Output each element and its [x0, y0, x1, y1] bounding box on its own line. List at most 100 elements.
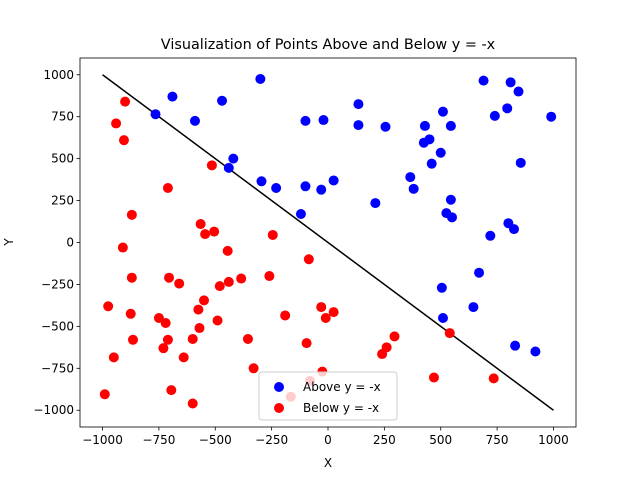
point-below — [120, 96, 131, 107]
point-above — [316, 184, 327, 195]
point-above — [189, 115, 200, 126]
y-tick-label: −500 — [41, 319, 74, 333]
legend-label-above: Above y = -x — [303, 380, 381, 394]
point-below — [242, 333, 253, 344]
point-below — [488, 373, 499, 384]
point-above — [271, 182, 282, 193]
x-axis-label: X — [324, 456, 332, 470]
legend-marker-above — [274, 382, 284, 392]
legend-marker-below — [274, 403, 284, 413]
point-below — [111, 118, 122, 129]
y-axis: −1000 −750 −500 −250 0 250 500 750 1000 — [33, 68, 80, 417]
x-tick-label: −250 — [255, 433, 288, 447]
point-above — [502, 103, 513, 114]
point-above — [217, 95, 228, 106]
point-above — [300, 115, 311, 126]
point-below — [316, 302, 327, 313]
y-tick-label: −750 — [41, 361, 74, 375]
point-above — [437, 106, 448, 117]
point-below — [187, 398, 198, 409]
point-below — [99, 389, 110, 400]
legend-label-below: Below y = -x — [303, 401, 379, 415]
point-below — [301, 338, 312, 349]
point-below — [222, 245, 233, 256]
point-above — [380, 121, 391, 132]
point-above — [510, 340, 521, 351]
reference-line — [102, 74, 554, 411]
point-below — [187, 333, 198, 344]
point-above — [328, 175, 339, 186]
point-below — [126, 209, 137, 220]
point-above — [167, 91, 178, 102]
point-below — [160, 318, 171, 329]
point-above — [509, 224, 519, 235]
y-axis-label: Y — [2, 238, 16, 247]
point-below — [280, 310, 291, 321]
point-below — [118, 135, 129, 146]
point-below — [248, 363, 259, 374]
point-above — [515, 157, 526, 168]
point-below — [193, 304, 204, 315]
x-tick-label: 250 — [373, 433, 396, 447]
point-below — [162, 182, 173, 193]
point-below — [212, 315, 223, 326]
point-below — [209, 226, 220, 237]
point-below — [303, 254, 314, 265]
point-above — [370, 198, 381, 209]
point-below — [127, 334, 138, 345]
point-below — [103, 301, 114, 312]
y-tick-label: 500 — [51, 152, 74, 166]
y-tick-label: 750 — [51, 110, 74, 124]
x-axis: −1000 −750 −500 −250 0 250 500 750 1000 — [82, 427, 569, 447]
point-below — [320, 312, 331, 323]
point-above — [546, 111, 557, 122]
point-above — [223, 162, 234, 173]
chart-title: Visualization of Points Above and Below … — [161, 37, 496, 53]
point-above — [419, 120, 430, 131]
x-tick-label: −500 — [199, 433, 232, 447]
x-tick-label: −750 — [142, 433, 175, 447]
point-below — [264, 271, 275, 282]
point-below — [117, 242, 128, 253]
x-tick-label: 750 — [486, 433, 509, 447]
point-above — [255, 73, 266, 84]
point-below — [236, 273, 247, 284]
y-tick-label: 0 — [66, 236, 74, 250]
y-tick-label: 1000 — [43, 68, 74, 82]
point-below — [178, 352, 189, 363]
point-below — [108, 352, 119, 363]
point-below — [444, 328, 455, 339]
x-tick-label: 0 — [324, 433, 332, 447]
x-tick-label: −1000 — [82, 433, 123, 447]
point-below — [428, 372, 439, 383]
point-below — [166, 385, 177, 396]
legend-box — [258, 371, 398, 421]
point-above — [447, 212, 457, 223]
point-above — [530, 346, 541, 357]
point-above — [474, 267, 485, 278]
point-above — [295, 208, 306, 219]
point-above — [513, 86, 524, 97]
point-below — [267, 229, 278, 240]
y-tick-label: 250 — [51, 194, 74, 208]
point-below — [126, 272, 137, 283]
point-below — [328, 307, 339, 318]
point-below — [125, 308, 136, 319]
y-tick-label: −250 — [41, 277, 74, 291]
point-above — [489, 110, 500, 121]
point-above — [478, 75, 489, 86]
reference-line-layer — [102, 74, 554, 411]
point-above — [445, 120, 456, 131]
point-below — [223, 276, 234, 287]
point-above — [435, 147, 446, 158]
x-tick-label: 1000 — [538, 433, 569, 447]
point-below — [199, 295, 209, 306]
point-above — [150, 109, 161, 120]
point-above — [437, 312, 448, 323]
point-below — [162, 334, 173, 345]
point-above — [426, 158, 437, 169]
point-below — [174, 278, 185, 289]
point-above — [256, 176, 267, 187]
point-above — [228, 153, 239, 164]
